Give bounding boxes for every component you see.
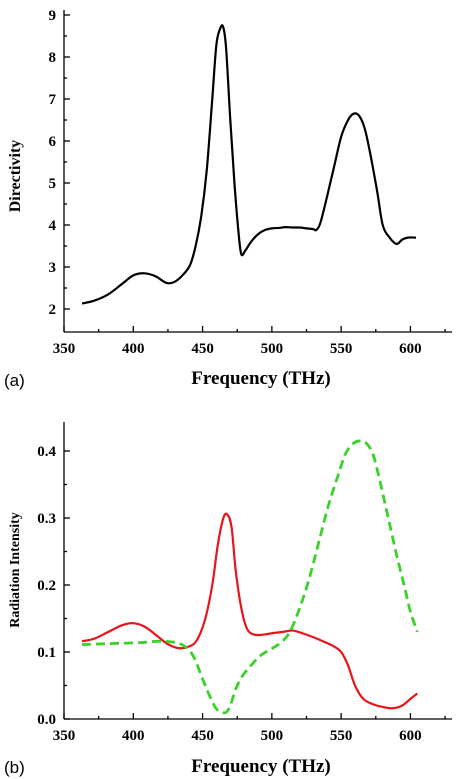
panel-a-xtick-label: 550 (330, 341, 353, 357)
panel-a-ticks: 350 400 450 500 550 600 2 3 4 5 6 7 8 9 (49, 8, 446, 357)
panel-b-ytick-label: 0.3 (37, 511, 56, 527)
panel-b-ticks: 350 400 450 500 550 600 0.0 0.1 0.2 0.3 0.4 (37, 444, 445, 744)
panel-b-label: (b) (4, 758, 25, 777)
panel-a-xtick-label: 350 (53, 341, 76, 357)
panel-b: 350 400 450 500 550 600 0.0 0.1 0.2 0.3 0.4 Freque… (4, 422, 452, 777)
panel-b-ylabel: Radiation Intensity (8, 512, 23, 628)
panel-a-xlabel: Frequency (THz) (191, 368, 331, 389)
panel-a-xtick-label: 600 (399, 341, 422, 357)
panel-a-xtick-label: 450 (191, 341, 214, 357)
panel-a-ytick-label: 7 (49, 92, 57, 108)
panel-a-ytick-label: 9 (49, 8, 57, 24)
panel-b-ytick-label: 0.0 (37, 712, 56, 728)
panel-b-xtick-label: 350 (53, 728, 76, 744)
panel-b-ytick-label: 0.1 (37, 645, 56, 661)
panel-a-ytick-label: 3 (49, 260, 57, 276)
panel-a-ytick-label: 2 (49, 302, 57, 318)
panel-a: 350 400 450 500 550 600 2 3 4 5 6 7 8 9 Frequency (TH… (4, 8, 452, 390)
panel-a-xtick-label: 500 (261, 341, 284, 357)
panel-a-series-line (82, 25, 416, 303)
panel-b-xtick-label: 550 (330, 728, 353, 744)
panel-b-series-green-dashed-line (82, 441, 417, 713)
panel-b-xtick-label: 600 (399, 728, 422, 744)
panel-a-ytick-label: 6 (49, 134, 57, 150)
panel-a-ytick-label: 8 (49, 50, 57, 66)
panel-b-xtick-label: 450 (191, 728, 214, 744)
panel-b-xtick-label: 500 (261, 728, 284, 744)
panel-b-ytick-label: 0.4 (37, 444, 56, 460)
panel-a-ytick-label: 5 (49, 176, 57, 192)
panel-b-xlabel: Frequency (THz) (191, 756, 331, 777)
panel-b-ytick-label: 0.2 (37, 578, 56, 594)
panel-a-label: (a) (4, 371, 25, 390)
panel-a-ylabel: Directivity (7, 140, 24, 213)
panel-b-series-red-line (82, 514, 417, 709)
panel-b-xtick-label: 400 (122, 728, 145, 744)
panel-a-xtick-label: 400 (122, 341, 145, 357)
panel-a-ytick-label: 4 (49, 218, 57, 234)
